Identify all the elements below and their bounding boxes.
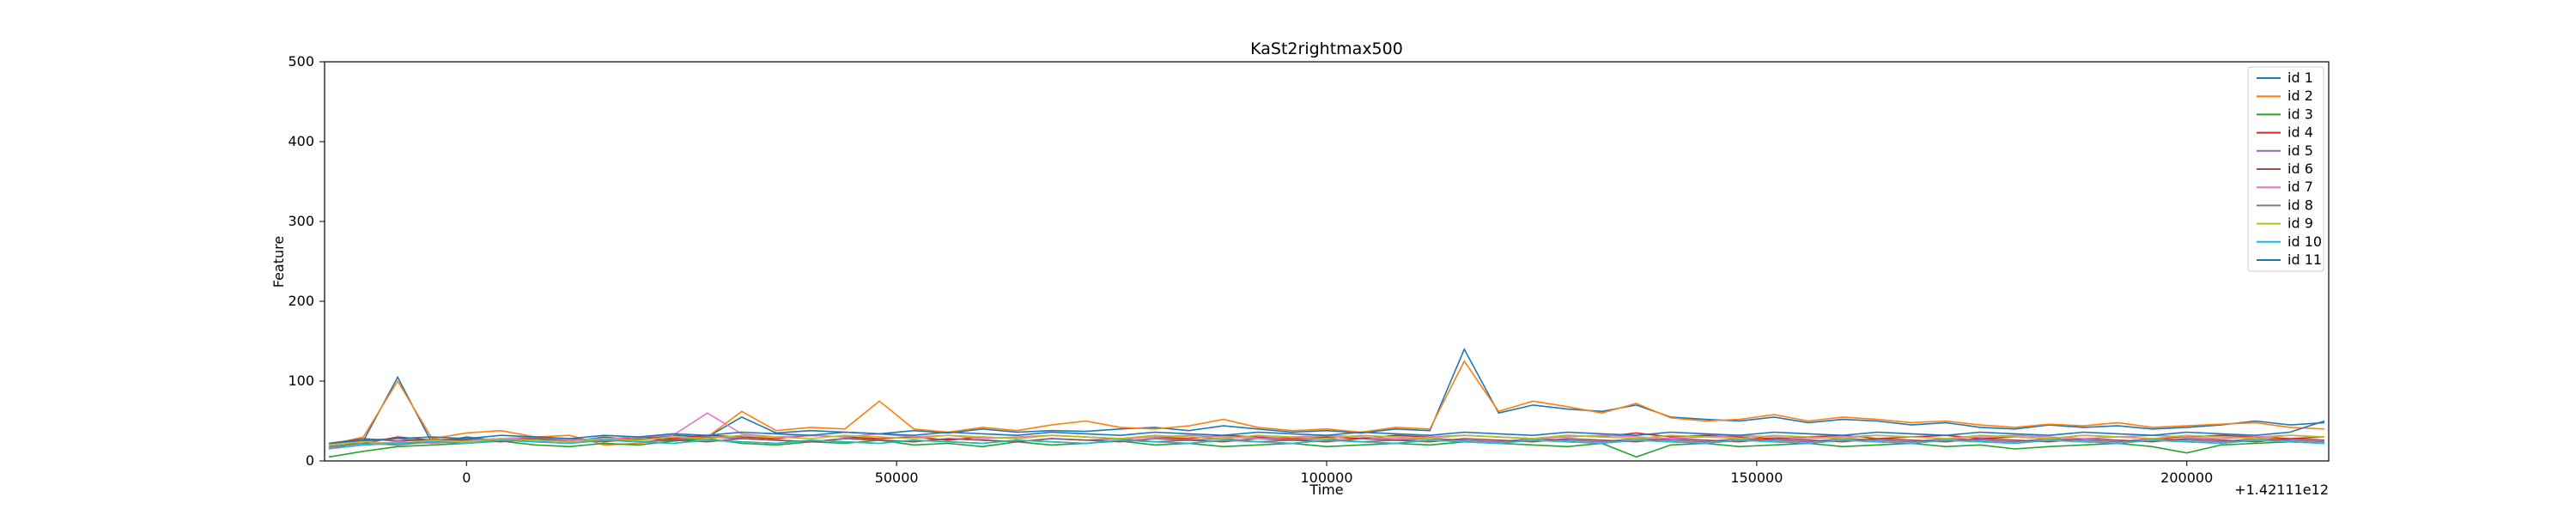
y-tick-label: 400	[288, 133, 314, 149]
series-line-10	[328, 439, 2325, 449]
series-line-11	[328, 420, 2325, 445]
legend-label-3: id 3	[2287, 106, 2313, 122]
legend-frame	[2247, 66, 2324, 272]
plot-area	[324, 61, 2330, 462]
series-line-9	[328, 434, 2325, 446]
legend: id 1id 2id 3id 4id 5id 6id 7id 8id 9id 1…	[2247, 66, 2324, 272]
legend-label-1: id 1	[2287, 70, 2313, 86]
legend-label-11: id 11	[2287, 251, 2322, 268]
legend-label-4: id 4	[2287, 124, 2313, 141]
legend-label-5: id 5	[2287, 142, 2313, 159]
x-tick-label: 0	[462, 470, 471, 486]
x-offset-label: +1.42111e12	[2234, 482, 2329, 498]
legend-label-7: id 7	[2287, 179, 2313, 195]
legend-label-10: id 10	[2287, 233, 2322, 250]
y-axis-label: Feature	[270, 236, 287, 288]
legend-label-8: id 8	[2287, 197, 2313, 213]
chart-title: KaSt2rightmax500	[1250, 39, 1403, 58]
y-tick-label: 100	[288, 373, 314, 389]
y-tick-label: 500	[288, 53, 314, 70]
legend-label-2: id 2	[2287, 88, 2313, 104]
series-line-1	[328, 347, 2325, 450]
series-line-6	[328, 438, 2325, 445]
x-axis-label: Time	[1309, 482, 1343, 498]
legend-label-9: id 9	[2287, 215, 2313, 232]
x-tick-label: 50000	[875, 470, 919, 486]
x-tick-label: 100000	[1300, 470, 1352, 486]
y-tick-label: 300	[288, 213, 314, 229]
x-tick-label: 200000	[2160, 470, 2213, 486]
plot-frame	[324, 61, 2330, 462]
x-tick-label: 150000	[1730, 470, 1783, 486]
y-tick-label: 0	[306, 452, 314, 469]
legend-label-6: id 6	[2287, 161, 2313, 177]
series-layer	[328, 347, 2325, 458]
x-axis: 0 50000 100000 150000 200000	[462, 461, 2213, 486]
y-axis: 0 100 200 300 400 500	[288, 53, 325, 469]
y-tick-label: 200	[288, 293, 314, 309]
series-line-2	[328, 360, 2325, 446]
